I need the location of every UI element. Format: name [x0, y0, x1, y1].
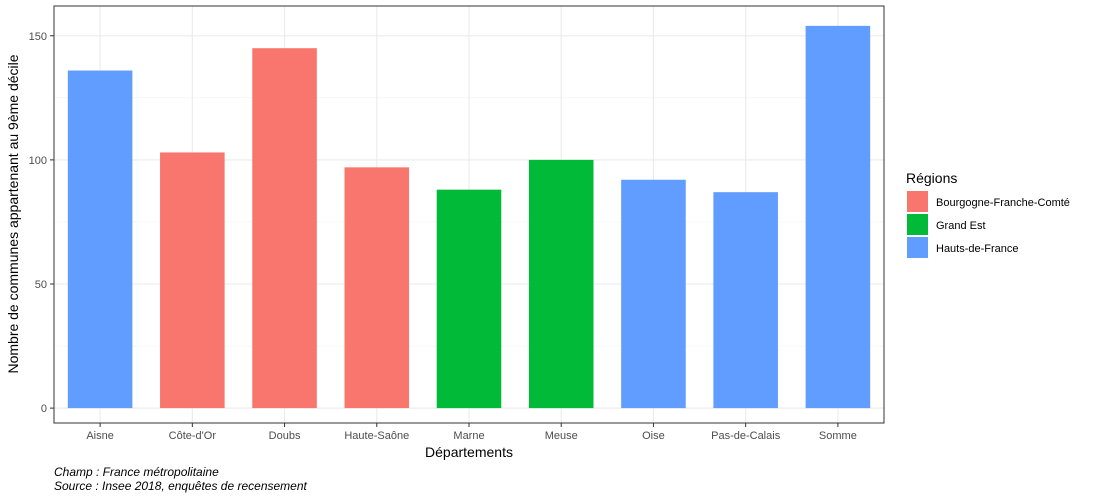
bar-8 — [713, 192, 778, 409]
y-tick-label: 0 — [41, 403, 47, 415]
legend-label: Grand Est — [936, 220, 986, 232]
legend-label: Hauts-de-France — [936, 243, 1019, 255]
bar-5 — [436, 189, 502, 409]
legend-title: Régions — [906, 170, 957, 186]
x-tick-label: Aisne — [86, 430, 114, 442]
y-axis-title: Nombre de communes appartenant au 9ème d… — [5, 54, 21, 373]
legend-swatch — [907, 237, 928, 258]
x-tick-label: Doubs — [269, 430, 301, 442]
x-axis: Aisne Côte-d'Or Doubs Haute-Saône Marne Meuse… — [86, 423, 857, 442]
bar-1 — [67, 70, 133, 409]
bar-9 — [805, 25, 871, 409]
x-tick-label: Côte-d'Or — [169, 430, 217, 442]
x-axis-title: Départements — [425, 444, 513, 460]
y-tick-label: 150 — [29, 31, 47, 43]
legend-swatch — [907, 191, 928, 212]
bar-6 — [528, 159, 594, 409]
x-tick-label: Pas-de-Calais — [711, 430, 781, 442]
y-tick-label: 50 — [35, 279, 47, 291]
x-tick-label: Marne — [453, 430, 484, 442]
x-tick-label: Oise — [642, 430, 665, 442]
y-tick-label: 100 — [29, 155, 47, 167]
legend-label: Bourgogne-Franche-Comté — [936, 197, 1070, 209]
x-tick-label: Meuse — [545, 430, 578, 442]
bar-4 — [344, 167, 410, 409]
bar-7 — [621, 179, 686, 409]
bar-3 — [252, 48, 317, 409]
caption-champ: Champ : France métropolitaine — [54, 465, 219, 479]
x-tick-label: Somme — [819, 430, 857, 442]
legend-swatch — [907, 214, 928, 235]
legend: Bourgogne-Franche-Comté Grand Est Hauts-de… — [907, 191, 1070, 258]
bar-2 — [160, 152, 225, 409]
bars — [67, 25, 871, 409]
caption-source: Source : Insee 2018, enquêtes de recense… — [54, 479, 307, 493]
x-tick-label: Haute-Saône — [344, 430, 409, 442]
y-axis: 0 50 100 150 — [29, 31, 54, 415]
